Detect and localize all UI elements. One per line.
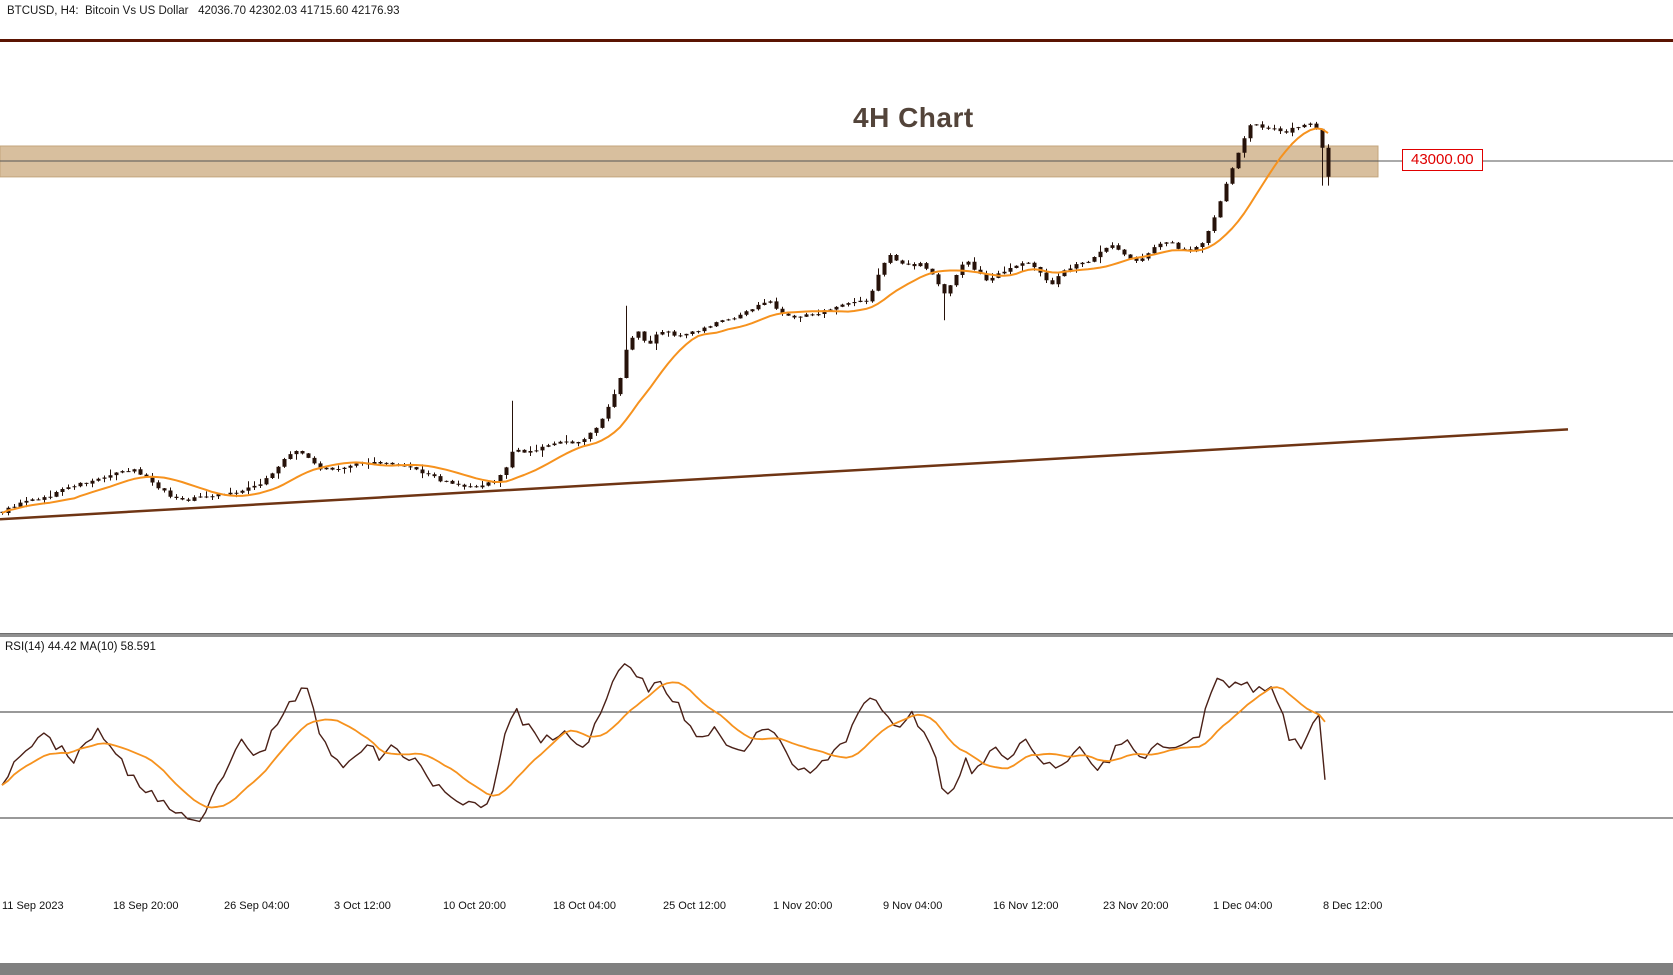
time-axis-label: 18 Sep 20:00 (113, 900, 179, 912)
time-axis-label: 3 Oct 12:00 (334, 900, 391, 912)
time-axis-label: 10 Oct 20:00 (443, 900, 506, 912)
rsi-pane[interactable]: RSI(14) 44.42 MA(10) 58.591 (0, 637, 1673, 895)
price-pane[interactable]: 4H Chart (0, 42, 1673, 633)
time-axis-label: 9 Nov 04:00 (883, 900, 943, 912)
time-axis-label: 11 Sep 2023 (2, 900, 64, 912)
chart-title: 4H Chart (853, 102, 974, 133)
rsi-canvas[interactable] (0, 637, 1673, 895)
price-chart-canvas[interactable] (0, 42, 1673, 633)
time-axis-label: 23 Nov 20:00 (1103, 900, 1169, 912)
time-axis-label: 1 Nov 20:00 (773, 900, 833, 912)
time-axis[interactable]: 11 Sep 2023 18 Sep 20:00 26 Sep 04:00 3 Oct… (0, 900, 1673, 916)
rsi-indicator-label: RSI(14) 44.42 MA(10) 58.591 (5, 641, 156, 653)
time-axis-label: 8 Dec 12:00 (1323, 900, 1383, 912)
time-axis-label: 26 Sep 04:00 (224, 900, 290, 912)
price-level-label[interactable]: 43000.00 (1402, 149, 1483, 171)
time-axis-label: 1 Dec 04:00 (1213, 900, 1273, 912)
pane-separator[interactable] (0, 633, 1673, 637)
time-axis-label: 16 Nov 12:00 (993, 900, 1059, 912)
time-axis-label: 25 Oct 12:00 (663, 900, 726, 912)
symbol-ohlc-header: BTCUSD, H4: Bitcoin Vs US Dollar 42036.7… (7, 5, 400, 17)
window-bottom-bar (0, 963, 1673, 975)
top-separator-line (0, 39, 1673, 42)
time-axis-label: 18 Oct 04:00 (553, 900, 616, 912)
